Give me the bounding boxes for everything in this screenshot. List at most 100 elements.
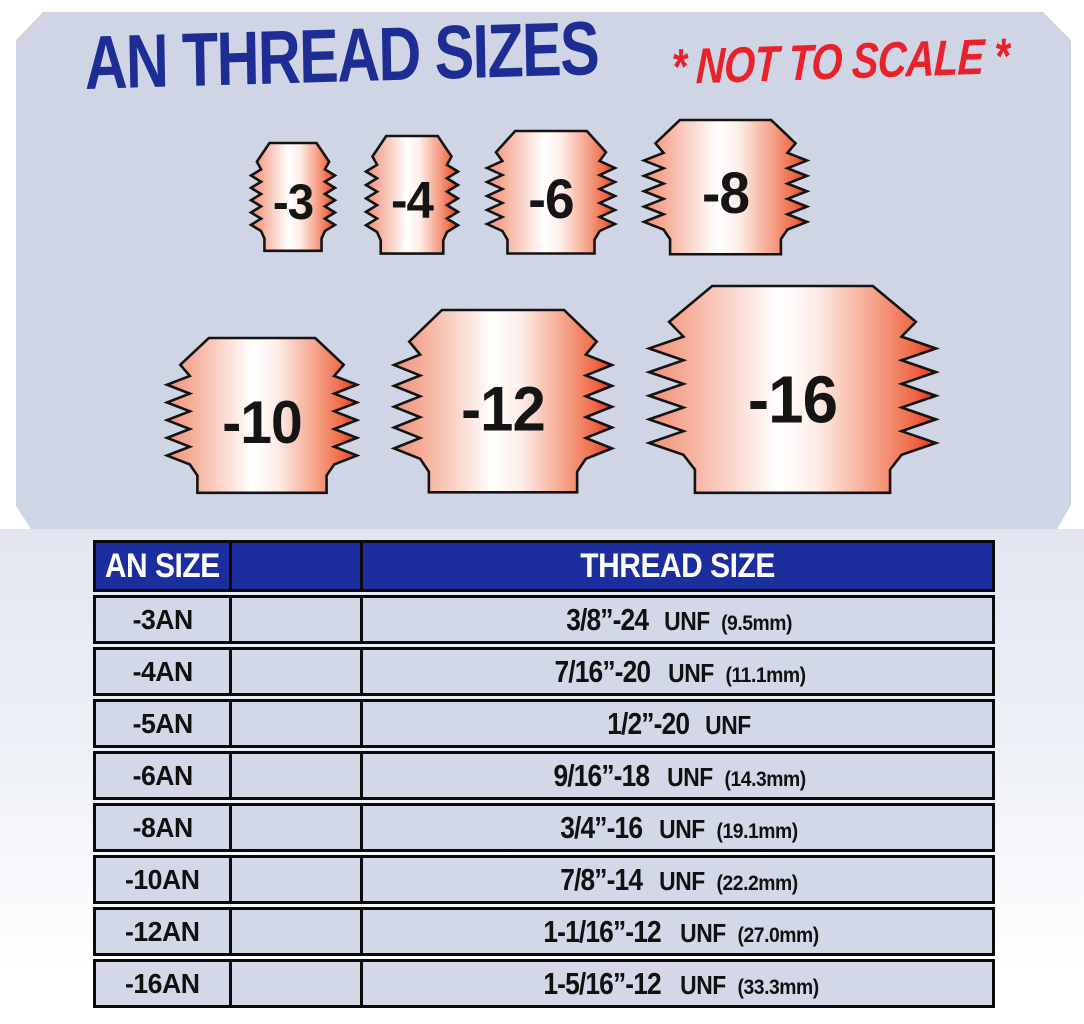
an-size-label: -3AN (132, 603, 193, 635)
thread-metric: (27.0mm) (737, 923, 819, 947)
fitting-shape (649, 286, 936, 497)
thread-unf: UNF (664, 605, 711, 636)
table-row: -5AN 1/2”-20 UNF (93, 699, 995, 748)
thread-unf: UNF (658, 865, 705, 896)
thread-size-text: 7/16”-20 UNF (11.1mm) (546, 654, 809, 690)
cell-thread-size: 1/2”-20 UNF (359, 699, 995, 748)
thread-unf: UNF (679, 969, 726, 1000)
thread-metric: (22.2mm) (716, 871, 798, 895)
cell-thread-size: 9/16”-18 UNF (14.3mm) (359, 751, 995, 800)
header-cell-an-size: AN SIZE (93, 540, 232, 592)
thread-size-text: 3/8”-24 UNF (9.5mm) (559, 602, 795, 638)
header-cell-thread-size: THREAD SIZE (359, 540, 995, 592)
cell-spacer (228, 803, 363, 852)
fitting-label: -4 (390, 171, 434, 230)
cell-spacer (228, 907, 363, 956)
thread-main: 7/8”-14 (560, 861, 644, 897)
thread-metric: (11.1mm) (724, 663, 806, 687)
fitting-label: -8 (701, 160, 750, 226)
thread-main: 1-1/16”-12 (542, 913, 661, 949)
thread-metric: (33.3mm) (737, 975, 819, 999)
thread-size-text: 1/2”-20 UNF (600, 706, 754, 742)
thread-main: 3/4”-16 (560, 809, 644, 845)
thread-size-text: 1-5/16”-12 UNF (33.3mm) (533, 966, 822, 1002)
header-label: AN SIZE (105, 546, 220, 585)
fitting-12: -12 (394, 310, 612, 496)
cell-an-size: -6AN (93, 751, 232, 800)
thread-size-text: 1-1/16”-12 UNF (27.0mm) (533, 914, 822, 950)
thread-main: 9/16”-18 (553, 757, 651, 793)
cell-spacer (228, 595, 363, 644)
cell-an-size: -5AN (93, 699, 232, 748)
fitting-label: -10 (222, 389, 302, 457)
cell-an-size: -16AN (93, 959, 232, 1008)
table-row: -6AN 9/16”-18 UNF (14.3mm) (93, 751, 995, 800)
thread-main: 3/8”-24 (566, 601, 649, 637)
fitting-shape (394, 310, 612, 496)
fitting-label: -3 (272, 174, 314, 231)
cell-thread-size: 3/4”-16 UNF (19.1mm) (359, 803, 995, 852)
fitting-shape (644, 120, 807, 257)
fitting-label: -16 (747, 362, 838, 438)
fitting-4: -4 (366, 136, 458, 256)
thread-main: 1/2”-20 (607, 705, 690, 741)
thread-size-text: 7/8”-14 UNF (22.2mm) (553, 862, 801, 898)
an-size-label: -8AN (132, 811, 193, 843)
cell-an-size: -8AN (93, 803, 232, 852)
thread-main: 1-5/16”-12 (542, 965, 661, 1001)
fitting-6: -6 (487, 131, 615, 256)
fitting-shape (366, 136, 458, 256)
thread-metric: (9.5mm) (721, 611, 793, 635)
table-header-row: AN SIZE THREAD SIZE (93, 540, 995, 592)
an-size-label: -10AN (125, 863, 200, 895)
cell-spacer (228, 647, 363, 696)
cell-thread-size: 3/8”-24 UNF (9.5mm) (359, 595, 995, 644)
thread-size-text: 9/16”-18 UNF (14.3mm) (545, 758, 809, 794)
an-size-label: -6AN (132, 759, 193, 791)
an-size-label: -5AN (132, 707, 193, 739)
table-row: -12AN 1-1/16”-12 UNF (27.0mm) (93, 907, 995, 956)
fitting-label: -6 (528, 166, 574, 230)
fitting-shape (487, 131, 615, 256)
an-size-label: -4AN (132, 655, 193, 687)
table-row: -8AN 3/4”-16 UNF (19.1mm) (93, 803, 995, 852)
thread-size-text: 3/4”-16 UNF (19.1mm) (553, 810, 801, 846)
thread-metric: (14.3mm) (724, 767, 806, 791)
fitting-16: -16 (649, 286, 936, 497)
cell-spacer (228, 751, 363, 800)
an-size-label: -12AN (125, 915, 200, 947)
thread-unf: UNF (667, 657, 714, 688)
cell-spacer (228, 855, 363, 904)
cell-thread-size: 7/16”-20 UNF (11.1mm) (359, 647, 995, 696)
thread-main: 7/16”-20 (554, 653, 651, 689)
table-row: -16AN 1-5/16”-12 UNF (33.3mm) (93, 959, 995, 1008)
an-size-table: AN SIZE THREAD SIZE -3AN 3/8”-24 UNF (9.5mm) -… (93, 540, 995, 1011)
fitting-shape (251, 143, 335, 253)
thread-metric: (19.1mm) (716, 819, 798, 843)
thread-unf: UNF (705, 709, 752, 740)
cell-thread-size: 1-1/16”-12 UNF (27.0mm) (359, 907, 995, 956)
header-label: THREAD SIZE (579, 546, 775, 585)
cell-spacer (228, 699, 363, 748)
fitting-shape (167, 338, 357, 496)
cell-thread-size: 7/8”-14 UNF (22.2mm) (359, 855, 995, 904)
cell-an-size: -12AN (93, 907, 232, 956)
cell-an-size: -4AN (93, 647, 232, 696)
thread-unf: UNF (658, 813, 705, 844)
fitting-8: -8 (644, 120, 807, 257)
cell-an-size: -3AN (93, 595, 232, 644)
fitting-label: -12 (461, 374, 546, 445)
cell-an-size: -10AN (93, 855, 232, 904)
cell-spacer (228, 959, 363, 1008)
an-size-label: -16AN (125, 967, 200, 999)
fitting-10: -10 (167, 338, 357, 496)
thread-unf: UNF (679, 917, 726, 948)
table-row: -4AN 7/16”-20 UNF (11.1mm) (93, 647, 995, 696)
header-cell-spacer (228, 540, 363, 592)
fitting-3: -3 (251, 143, 335, 253)
thread-unf: UNF (667, 761, 713, 792)
cell-thread-size: 1-5/16”-12 UNF (33.3mm) (359, 959, 995, 1008)
table-row: -3AN 3/8”-24 UNF (9.5mm) (93, 595, 995, 644)
